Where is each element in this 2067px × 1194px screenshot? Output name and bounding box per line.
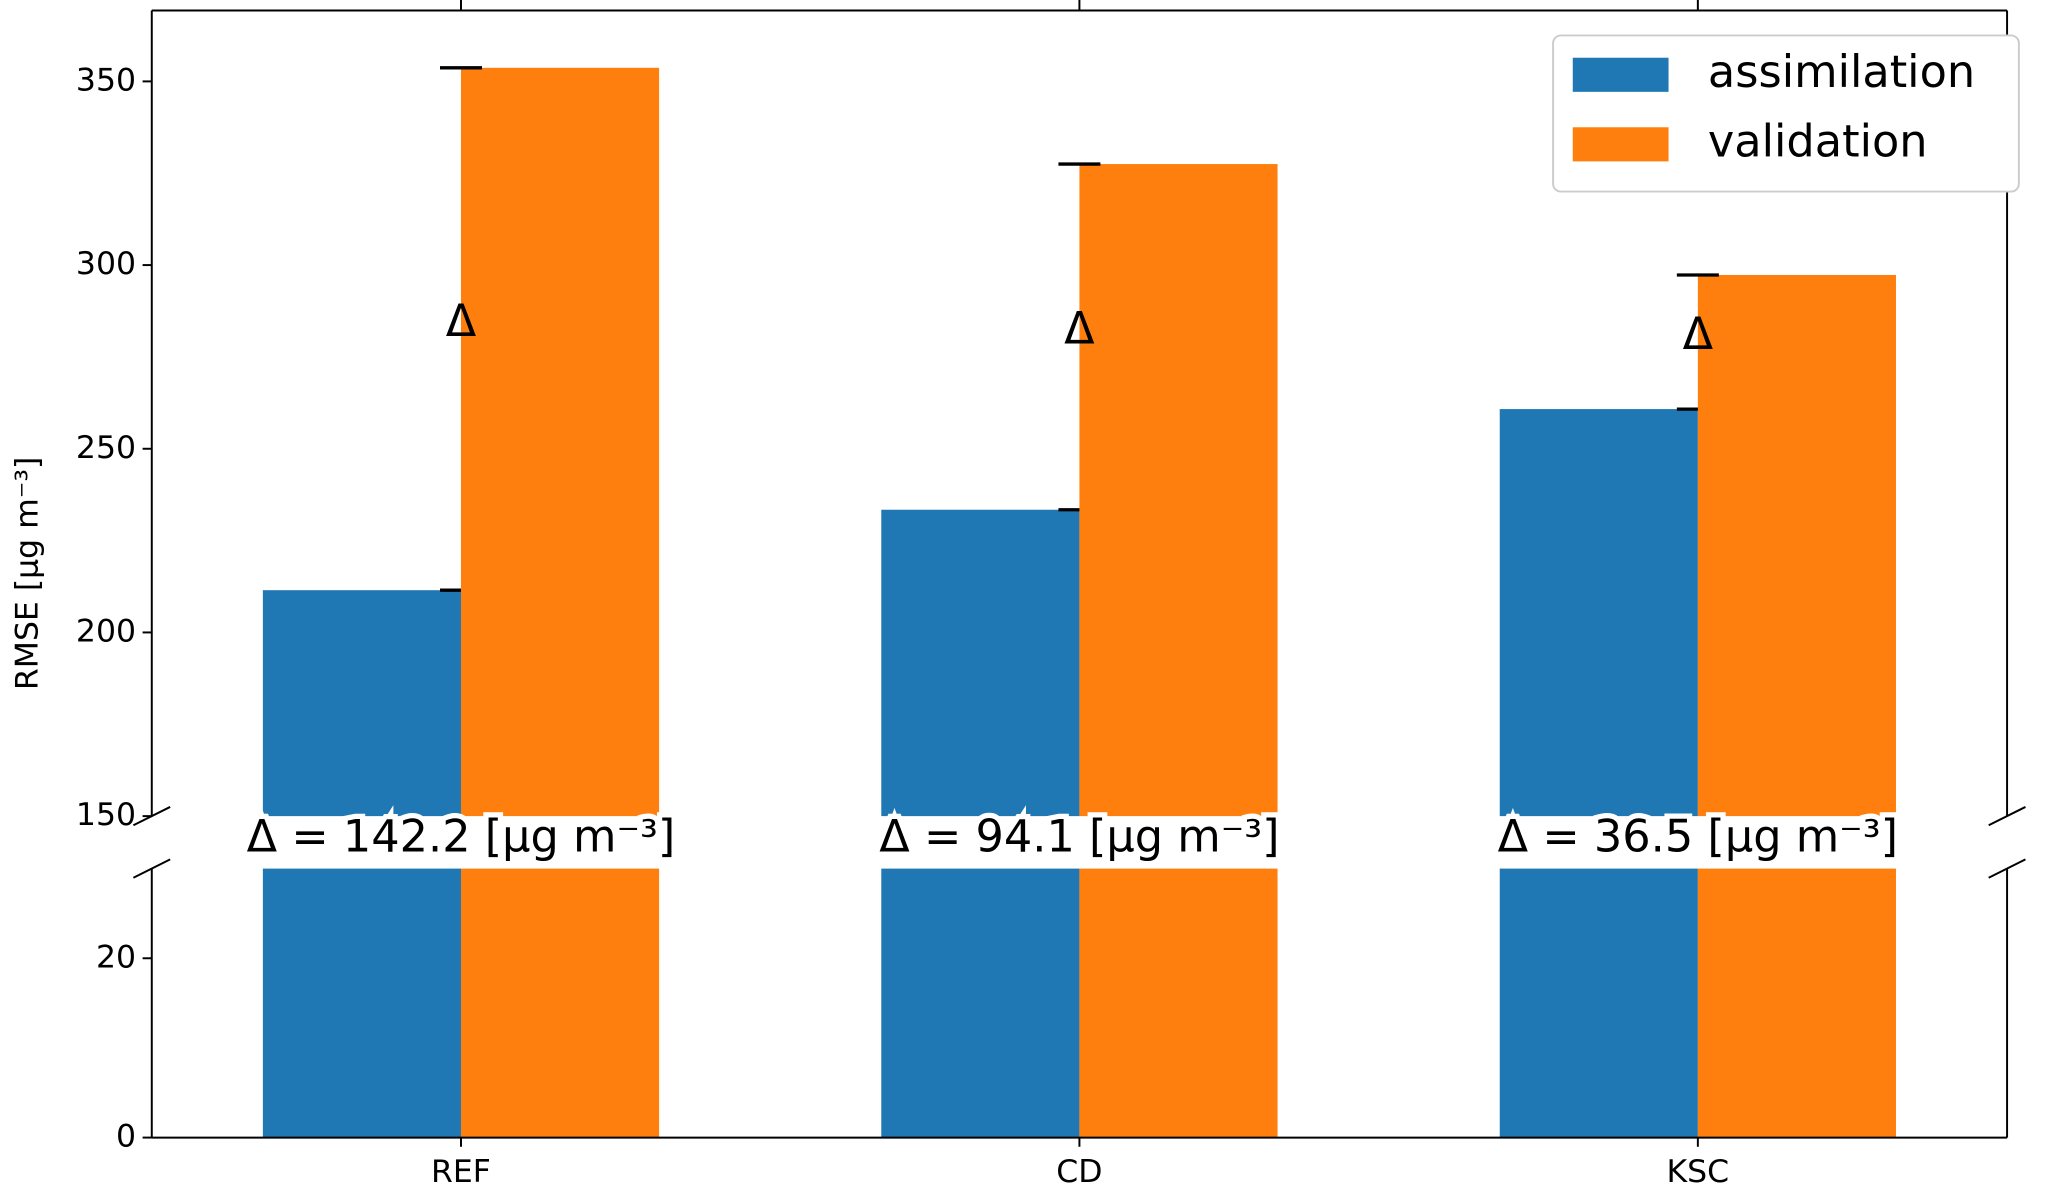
bar [1697, 274, 1896, 817]
bar-lower [1499, 868, 1698, 1138]
bar-lower [1079, 868, 1278, 1138]
bar-lower [262, 868, 461, 1138]
axis-break [1988, 858, 2026, 879]
y-tick-label: 0 [116, 1119, 136, 1155]
bar-lower [1697, 868, 1896, 1138]
delta-annotation: Δ = 142.2 [μg m⁻³] [247, 811, 676, 863]
y-tick-label: 20 [96, 939, 136, 975]
x-tick-label: KSC [1667, 1154, 1730, 1190]
bar [881, 509, 1080, 817]
delta-annotation: Δ = 36.5 [μg m⁻³] [1498, 811, 1898, 863]
bar [1079, 164, 1278, 817]
x-tick-label: REF [431, 1154, 491, 1190]
bar [262, 590, 461, 817]
y-tick-label: 200 [76, 613, 136, 649]
bar [460, 67, 660, 817]
x-tick-label: CD [1056, 1154, 1102, 1190]
legend-label: validation [1708, 115, 1928, 167]
delta-annotation: Δ = 94.1 [μg m⁻³] [879, 811, 1279, 863]
y-tick-label: 150 [76, 797, 136, 833]
delta-symbol: Δ [1683, 308, 1714, 360]
delta-symbol: Δ [446, 295, 477, 347]
axis-break [132, 806, 171, 827]
y-tick-label: 250 [76, 430, 136, 466]
y-axis-label: RMSE [μg m⁻³] [9, 457, 45, 690]
bar-lower [881, 868, 1080, 1138]
legend-swatch [1572, 127, 1669, 162]
legend-label: assimilation [1708, 46, 1975, 98]
legend-box [1552, 34, 2020, 193]
y-tick-label: 350 [76, 62, 136, 98]
delta-symbol: Δ [1064, 303, 1095, 355]
axis-break [132, 858, 171, 879]
bar [1499, 409, 1698, 817]
axis-break [1988, 806, 2026, 827]
y-tick-label: 300 [76, 246, 136, 282]
legend-swatch [1572, 57, 1669, 92]
bar-lower [460, 868, 660, 1138]
